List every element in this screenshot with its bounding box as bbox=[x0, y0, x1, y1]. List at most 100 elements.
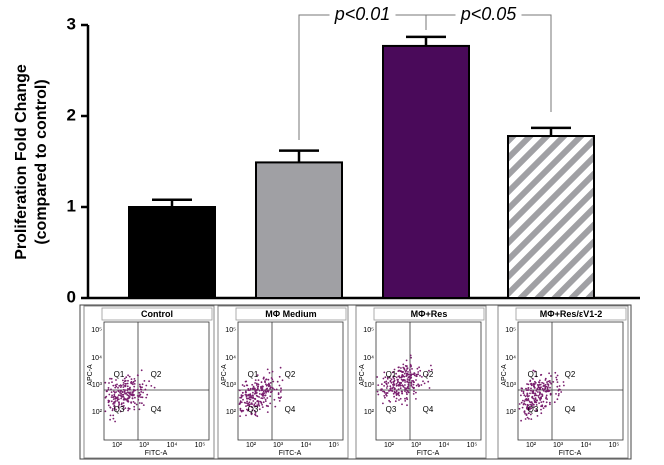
event-dot bbox=[258, 389, 261, 392]
event-dot bbox=[245, 402, 248, 404]
event-dot bbox=[267, 389, 270, 392]
event-dot bbox=[426, 374, 429, 376]
event-dot bbox=[239, 396, 242, 399]
event-dot bbox=[262, 385, 264, 388]
event-dot bbox=[406, 398, 409, 401]
event-dot bbox=[113, 390, 115, 393]
x-tick-label: 10³ bbox=[553, 442, 564, 449]
event-dot bbox=[250, 413, 253, 416]
event-dot bbox=[112, 403, 114, 405]
event-dot bbox=[526, 406, 529, 408]
y-tick-label: 10² bbox=[506, 409, 517, 416]
event-dot bbox=[535, 404, 538, 406]
panel-title: MΦ+Res/εV1-2 bbox=[540, 309, 602, 319]
event-dot bbox=[254, 382, 256, 384]
event-dot bbox=[244, 393, 247, 396]
event-dot bbox=[251, 383, 254, 386]
y-axis-label: (compared to control) bbox=[33, 79, 50, 244]
event-dot bbox=[538, 402, 540, 404]
event-dot bbox=[122, 386, 125, 388]
event-dot bbox=[280, 396, 282, 398]
event-dot bbox=[123, 398, 126, 401]
event-dot bbox=[116, 383, 118, 386]
event-dot bbox=[545, 401, 548, 404]
event-dot bbox=[136, 388, 139, 391]
event-dot bbox=[124, 379, 127, 382]
event-dot bbox=[271, 378, 274, 381]
y-tick-label: 0 bbox=[67, 287, 76, 306]
x-tick-label: 10² bbox=[246, 442, 257, 449]
event-dot bbox=[402, 379, 405, 382]
event-dot bbox=[114, 407, 116, 409]
event-dot bbox=[112, 414, 115, 417]
event-dot bbox=[399, 387, 402, 390]
event-dot bbox=[136, 395, 139, 397]
event-dot bbox=[246, 397, 249, 400]
y-tick-label: 10² bbox=[364, 409, 375, 416]
event-dot bbox=[399, 370, 402, 373]
event-dot bbox=[254, 405, 256, 408]
event-dot bbox=[120, 396, 123, 398]
event-dot bbox=[415, 384, 418, 387]
event-dot bbox=[105, 390, 108, 393]
event-dot bbox=[556, 398, 559, 401]
event-dot bbox=[537, 391, 539, 393]
panel-box bbox=[355, 305, 487, 459]
event-dot bbox=[533, 387, 536, 389]
event-dot bbox=[535, 394, 538, 397]
event-dot bbox=[126, 399, 129, 401]
event-dot bbox=[122, 402, 125, 404]
event-dot bbox=[117, 394, 120, 397]
event-dot bbox=[248, 389, 251, 392]
event-dot bbox=[114, 400, 117, 402]
event-dot bbox=[541, 381, 543, 384]
event-dot bbox=[126, 385, 129, 388]
quadrant-label: Q2 bbox=[565, 370, 576, 379]
y-tick-label: 10⁵ bbox=[225, 327, 236, 334]
event-dot bbox=[388, 390, 390, 392]
event-dot bbox=[392, 392, 395, 395]
event-dot bbox=[123, 377, 126, 380]
event-dot bbox=[541, 387, 544, 390]
event-dot bbox=[376, 390, 379, 393]
event-dot bbox=[138, 402, 141, 404]
event-dot bbox=[413, 374, 416, 377]
event-dot bbox=[523, 410, 526, 412]
event-dot bbox=[129, 388, 131, 391]
event-dot bbox=[402, 385, 404, 387]
event-dot bbox=[407, 387, 410, 390]
event-dot bbox=[556, 381, 559, 383]
event-dot bbox=[398, 376, 401, 379]
event-dot bbox=[127, 409, 129, 412]
event-dot bbox=[527, 398, 530, 400]
panel-title-box bbox=[515, 307, 627, 321]
event-dot bbox=[536, 387, 539, 390]
panel-title-box bbox=[373, 307, 485, 321]
event-dot bbox=[382, 377, 385, 380]
event-dot bbox=[133, 408, 136, 411]
event-dot bbox=[410, 356, 412, 359]
event-dot bbox=[404, 387, 406, 389]
event-dot bbox=[239, 415, 242, 417]
event-dot bbox=[383, 371, 386, 374]
event-dot bbox=[126, 389, 129, 392]
event-dot bbox=[280, 389, 282, 391]
event-dot bbox=[258, 405, 261, 407]
event-dot bbox=[549, 381, 551, 384]
event-dot bbox=[127, 407, 130, 410]
event-dot bbox=[549, 403, 551, 406]
event-dot bbox=[126, 397, 129, 400]
event-dot bbox=[544, 386, 547, 389]
event-dot bbox=[409, 354, 412, 357]
event-dot bbox=[247, 389, 250, 392]
event-dot bbox=[253, 403, 256, 406]
event-dot bbox=[390, 389, 393, 391]
event-dot bbox=[377, 384, 380, 386]
event-dot bbox=[245, 384, 248, 387]
event-dot bbox=[404, 397, 406, 400]
event-dot bbox=[544, 405, 546, 408]
event-dot bbox=[277, 396, 280, 399]
event-dot bbox=[387, 382, 390, 384]
event-dot bbox=[397, 380, 399, 383]
event-dot bbox=[525, 413, 528, 416]
